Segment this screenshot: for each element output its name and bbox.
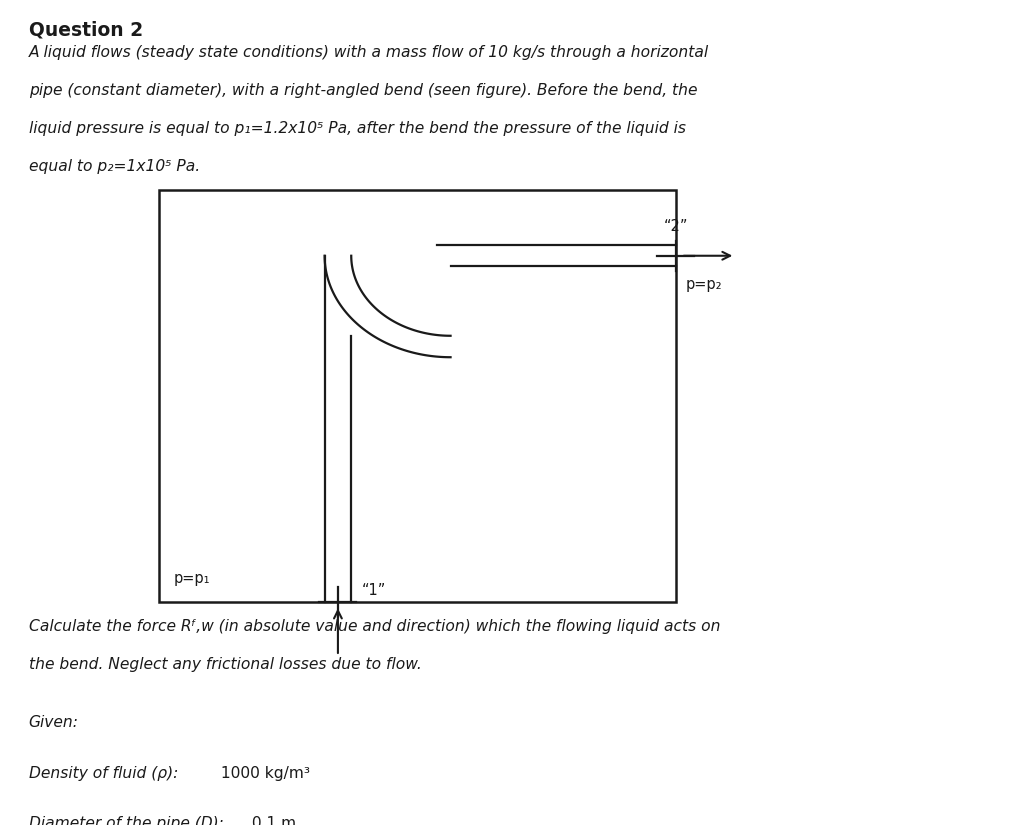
Text: Density of fluid (ρ):: Density of fluid (ρ):: [29, 766, 178, 780]
Text: 0.1 m: 0.1 m: [247, 816, 296, 825]
Text: p=p₁: p=p₁: [174, 571, 211, 586]
FancyBboxPatch shape: [159, 190, 676, 602]
Text: liquid pressure is equal to p₁=1.2x10⁵ Pa, after the bend the pressure of the li: liquid pressure is equal to p₁=1.2x10⁵ P…: [29, 121, 686, 136]
Text: equal to p₂=1x10⁵ Pa.: equal to p₂=1x10⁵ Pa.: [29, 159, 200, 174]
Text: A liquid flows (steady state conditions) with a mass flow of 10 kg/s through a h: A liquid flows (steady state conditions)…: [29, 45, 709, 60]
Text: Given:: Given:: [29, 715, 79, 730]
Text: 1000 kg/m³: 1000 kg/m³: [216, 766, 310, 780]
Text: Question 2: Question 2: [29, 21, 142, 40]
Text: “2”: “2”: [664, 219, 688, 234]
Text: p=p₂: p=p₂: [686, 277, 723, 292]
Text: Diameter of the pipe (D):: Diameter of the pipe (D):: [29, 816, 223, 825]
Text: pipe (constant diameter), with a right-angled bend (seen figure). Before the ben: pipe (constant diameter), with a right-a…: [29, 83, 697, 98]
Text: the bend. Neglect any frictional losses due to flow.: the bend. Neglect any frictional losses …: [29, 657, 422, 672]
Text: Calculate the force Rᶠ,w (in absolute value and direction) which the flowing liq: Calculate the force Rᶠ,w (in absolute va…: [29, 619, 720, 634]
Text: “1”: “1”: [361, 583, 386, 598]
